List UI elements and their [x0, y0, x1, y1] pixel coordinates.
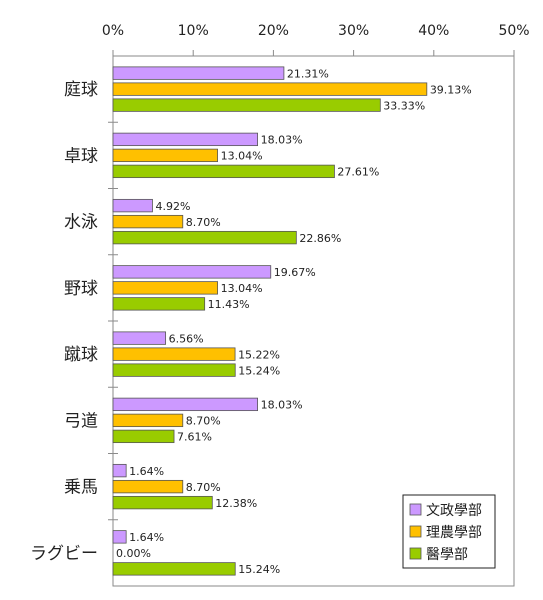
x-tick-label: 40% — [418, 23, 449, 39]
category-label: 水泳 — [64, 213, 98, 233]
x-tick-label: 50% — [498, 23, 529, 39]
bar — [112, 132, 259, 147]
data-label: 15.22% — [238, 348, 280, 361]
bar — [112, 214, 184, 229]
x-tick-label: 10% — [178, 23, 209, 39]
data-label: 1.64% — [129, 531, 164, 544]
data-label: 4.92% — [155, 200, 190, 213]
bar — [112, 479, 184, 494]
x-tick-label: 0% — [102, 23, 124, 39]
data-label: 8.70% — [186, 481, 221, 494]
data-label: 13.04% — [221, 282, 263, 295]
bar — [112, 413, 184, 428]
data-label: 18.03% — [261, 134, 303, 147]
data-label: 15.24% — [238, 364, 280, 377]
bar — [112, 331, 167, 345]
category-label: 乗馬 — [64, 478, 98, 498]
data-label: 0.00% — [116, 547, 151, 560]
bar — [112, 397, 259, 412]
category-label: ラグビー — [30, 544, 98, 564]
data-label: 13.04% — [221, 150, 263, 163]
bar — [112, 429, 175, 444]
data-label: 8.70% — [186, 415, 221, 428]
category-label: 野球 — [64, 279, 98, 299]
bar — [112, 347, 236, 361]
bar — [112, 198, 153, 213]
category-label: 庭球 — [64, 80, 98, 100]
bar — [112, 297, 206, 311]
legend-swatch — [409, 525, 422, 538]
bar — [112, 66, 285, 80]
data-label: 18.03% — [261, 399, 303, 412]
bar — [112, 463, 127, 478]
bar — [112, 265, 272, 279]
data-label: 8.70% — [186, 216, 221, 229]
bar — [112, 363, 236, 377]
legend-entry: 理農學部 — [426, 525, 482, 541]
bar — [112, 230, 297, 245]
data-label: 39.13% — [430, 83, 472, 96]
bar — [112, 82, 428, 96]
bar — [112, 530, 127, 544]
data-label: 21.31% — [287, 67, 329, 80]
data-label: 19.67% — [274, 266, 316, 279]
x-tick-label: 20% — [258, 23, 289, 39]
data-label: 6.56% — [169, 332, 204, 345]
data-label: 1.64% — [129, 465, 164, 478]
data-label: 11.43% — [208, 298, 250, 311]
data-label: 12.38% — [215, 497, 257, 510]
category-label: 蹴球 — [64, 345, 98, 365]
category-label: 卓球 — [64, 146, 98, 166]
bar — [112, 281, 218, 295]
x-tick-label: 30% — [338, 23, 369, 39]
bar — [112, 98, 381, 112]
category-label: 弓道 — [64, 411, 98, 431]
data-label: 7.61% — [177, 431, 212, 444]
bar — [112, 148, 218, 163]
bar — [112, 164, 335, 179]
legend-entry: 醫學部 — [426, 547, 468, 563]
data-label: 33.33% — [383, 99, 425, 112]
data-label: 27.61% — [337, 166, 379, 179]
legend-swatch — [409, 547, 422, 560]
data-label: 15.24% — [238, 563, 280, 576]
bar — [112, 562, 236, 576]
bar — [112, 495, 213, 510]
legend-entry: 文政學部 — [426, 503, 482, 519]
data-label: 22.86% — [299, 232, 341, 245]
legend-swatch — [409, 503, 422, 516]
